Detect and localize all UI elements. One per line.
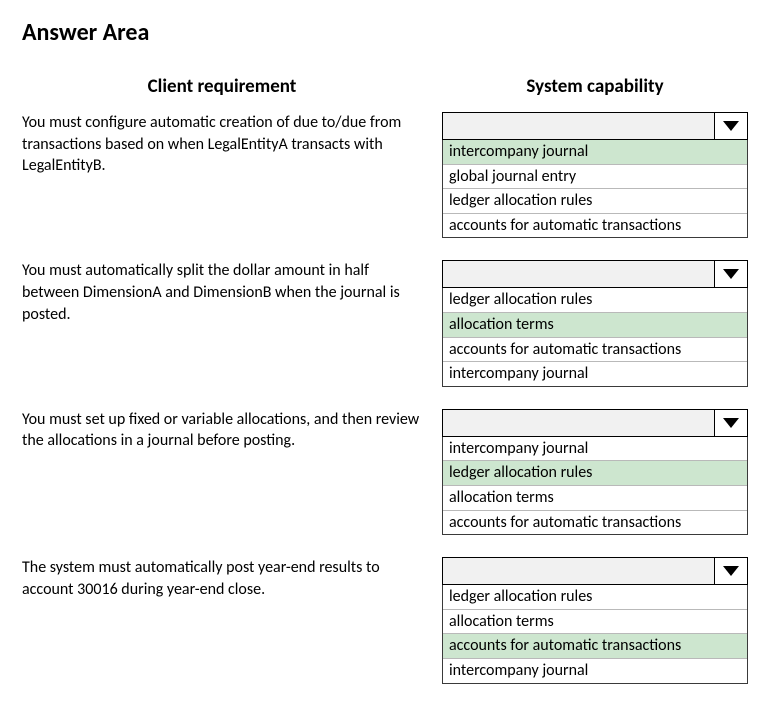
dropdown-option[interactable]: allocation terms <box>443 313 747 338</box>
dropdown-options: intercompany journal global journal entr… <box>442 140 748 238</box>
requirement-text: You must set up fixed or variable alloca… <box>22 409 442 452</box>
chevron-down-icon[interactable] <box>714 410 747 436</box>
chevron-down-icon[interactable] <box>714 113 747 139</box>
dropdown-option[interactable]: intercompany journal <box>443 362 747 386</box>
columns-header: Client requirement System capability <box>22 75 748 98</box>
requirement-text: The system must automatically post year-… <box>22 557 442 600</box>
dropdown-value <box>443 261 714 287</box>
dropdown-options: intercompany journal ledger allocation r… <box>442 437 748 535</box>
capability-block: intercompany journal global journal entr… <box>442 112 748 238</box>
dropdown-option[interactable]: global journal entry <box>443 165 747 190</box>
dropdown-option[interactable]: ledger allocation rules <box>443 461 747 486</box>
dropdown[interactable] <box>442 409 748 437</box>
dropdown-options: ledger allocation rules allocation terms… <box>442 288 748 386</box>
qa-row: You must set up fixed or variable alloca… <box>22 409 748 535</box>
capability-block: intercompany journal ledger allocation r… <box>442 409 748 535</box>
dropdown-option[interactable]: allocation terms <box>443 486 747 511</box>
dropdown-option[interactable]: accounts for automatic transactions <box>443 338 747 363</box>
dropdown-option[interactable]: ledger allocation rules <box>443 585 747 610</box>
dropdown[interactable] <box>442 112 748 140</box>
qa-row: You must configure automatic creation of… <box>22 112 748 238</box>
dropdown-options: ledger allocation rules allocation terms… <box>442 585 748 683</box>
dropdown-option[interactable]: ledger allocation rules <box>443 288 747 313</box>
dropdown-option[interactable]: accounts for automatic transactions <box>443 214 747 238</box>
dropdown-value <box>443 558 714 584</box>
requirement-text: You must automatically split the dollar … <box>22 260 442 325</box>
dropdown-option[interactable]: intercompany journal <box>443 437 747 462</box>
header-system-capability: System capability <box>442 75 748 98</box>
dropdown-option[interactable]: ledger allocation rules <box>443 189 747 214</box>
dropdown-option[interactable]: accounts for automatic transactions <box>443 634 747 659</box>
chevron-down-icon[interactable] <box>714 558 747 584</box>
requirement-text: You must configure automatic creation of… <box>22 112 442 177</box>
qa-row: The system must automatically post year-… <box>22 557 748 683</box>
dropdown-value <box>443 113 714 139</box>
page-title: Answer Area <box>22 18 748 47</box>
header-client-requirement: Client requirement <box>22 75 442 98</box>
dropdown-value <box>443 410 714 436</box>
dropdown-option[interactable]: intercompany journal <box>443 140 747 165</box>
qa-row: You must automatically split the dollar … <box>22 260 748 386</box>
dropdown-option[interactable]: intercompany journal <box>443 659 747 683</box>
dropdown[interactable] <box>442 260 748 288</box>
dropdown[interactable] <box>442 557 748 585</box>
chevron-down-icon[interactable] <box>714 261 747 287</box>
dropdown-option[interactable]: accounts for automatic transactions <box>443 511 747 535</box>
capability-block: ledger allocation rules allocation terms… <box>442 260 748 386</box>
dropdown-option[interactable]: allocation terms <box>443 610 747 635</box>
capability-block: ledger allocation rules allocation terms… <box>442 557 748 683</box>
